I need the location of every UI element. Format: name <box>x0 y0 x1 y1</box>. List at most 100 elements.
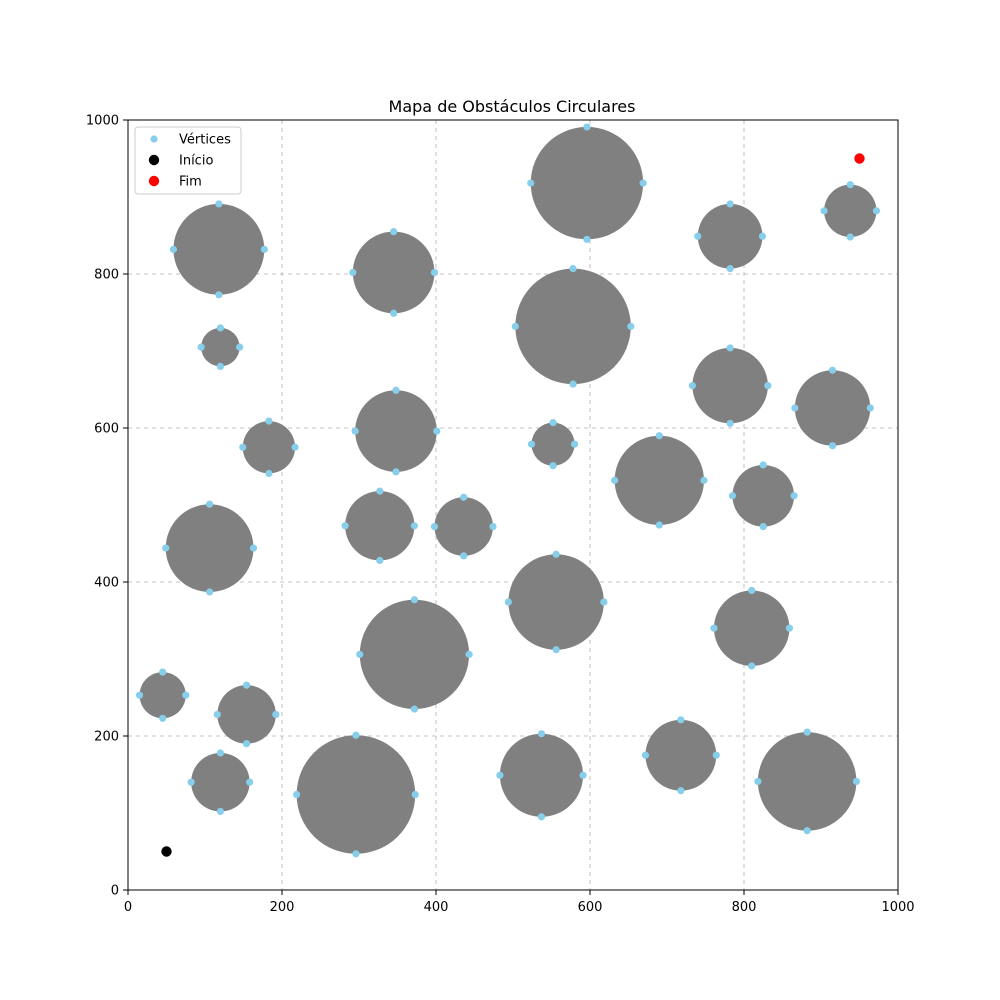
vertex-point <box>537 730 546 738</box>
vertex-point <box>639 179 647 187</box>
vertex-point <box>627 322 635 330</box>
vertex-point <box>352 850 360 858</box>
vertex-point <box>341 522 349 530</box>
vertex-point <box>356 650 364 658</box>
obstacle-circle <box>345 491 415 561</box>
vertex-point <box>159 668 167 676</box>
obstacle-circle <box>217 685 276 744</box>
vertex-point <box>758 232 767 240</box>
obstacle-circle <box>173 203 265 295</box>
vertex-point <box>828 442 837 450</box>
vertex-point <box>182 691 190 699</box>
vertex-point <box>215 200 223 208</box>
vertex-point <box>215 291 223 299</box>
vertex-point <box>206 500 214 508</box>
vertex-point <box>748 586 756 595</box>
vertex-point <box>239 443 247 451</box>
end-point <box>854 153 865 164</box>
obstacle-circle <box>692 347 768 424</box>
vertex-point <box>242 740 251 748</box>
vertex-point <box>694 232 702 240</box>
vertex-point <box>351 427 359 435</box>
legend: Vértices Início Fim <box>134 126 242 195</box>
vertex-point <box>392 468 400 476</box>
vertex-point <box>791 404 799 412</box>
vertex-point <box>265 469 273 478</box>
obstacle-circle <box>794 370 871 446</box>
obstacle-circle <box>434 497 493 556</box>
obstacle-circle <box>139 672 186 719</box>
obstacle-circle <box>242 421 296 474</box>
vertex-point <box>712 751 720 759</box>
plot-frame <box>127 119 899 891</box>
vertex-point <box>162 544 170 552</box>
vertex-point <box>293 790 301 799</box>
vertex-point <box>803 728 811 736</box>
vertex-point <box>265 417 273 425</box>
vertex-point <box>213 710 221 719</box>
vertex-point <box>187 778 195 786</box>
obstacle-circle <box>201 327 240 367</box>
vertex-point <box>433 427 441 435</box>
legend-label-start: Início <box>179 154 213 169</box>
vertex-point <box>726 265 734 273</box>
obstacle-circle <box>531 422 575 466</box>
vertex-point <box>611 476 619 484</box>
vertex-point <box>272 710 280 719</box>
vertex-point <box>569 380 577 388</box>
vertex-point <box>846 233 854 241</box>
vertex-point <box>872 207 881 215</box>
vertex-point <box>726 344 734 352</box>
vertex-point <box>411 790 419 799</box>
obstacle-circle <box>530 126 644 240</box>
vertex-point <box>569 265 577 273</box>
vertex-point <box>216 324 224 332</box>
vertex-point <box>376 556 384 565</box>
vertex-point <box>169 245 178 253</box>
vertex-point <box>803 827 811 835</box>
obstacle-circle <box>713 590 790 666</box>
axes: 0 200 400 600 800 1000 0 200 400 600 800 1000 <box>86 114 915 916</box>
vertex-point <box>828 366 837 374</box>
vertex-point <box>754 777 762 786</box>
vertex-point <box>552 646 560 654</box>
vertex-point <box>790 492 798 500</box>
vertex-point <box>460 552 468 560</box>
vertex-point <box>688 382 697 390</box>
endpoints <box>161 153 865 857</box>
obstacle-circle <box>515 268 631 385</box>
vertex-point <box>291 443 299 451</box>
vertex-point <box>216 749 224 757</box>
obstacle-circle <box>757 732 857 831</box>
vertex-point <box>460 493 468 501</box>
vertex-point <box>376 487 384 495</box>
vertex-point <box>677 787 685 795</box>
vertex-point <box>820 207 828 215</box>
vertex-point <box>430 522 439 531</box>
obstacle-circle <box>614 435 704 526</box>
vertex-point <box>206 588 214 596</box>
y-tick-label: 200 <box>94 730 119 745</box>
vertex-point <box>700 476 708 484</box>
vertex-point <box>655 432 663 440</box>
x-tick-label: 400 <box>424 900 449 915</box>
vertex-point <box>197 343 205 351</box>
vertex-point <box>249 544 258 552</box>
y-tick-label: 600 <box>94 422 119 437</box>
legend-marker-start <box>148 154 160 166</box>
vertex-point <box>260 245 268 253</box>
legend-label-end: Fim <box>179 175 202 190</box>
vertex-point <box>759 461 767 469</box>
vertex-point <box>410 705 419 713</box>
obstacle-circle <box>824 184 877 238</box>
vertices <box>135 123 881 858</box>
vertex-point <box>748 662 756 670</box>
vertex-point <box>549 462 557 470</box>
chart-title: Mapa de Obstáculos Circulares <box>389 97 636 116</box>
vertex-point <box>430 268 439 277</box>
x-tick-label: 1000 <box>881 900 914 915</box>
vertex-point <box>726 419 734 427</box>
vertex-point <box>496 771 504 779</box>
vertex-point <box>236 343 244 351</box>
